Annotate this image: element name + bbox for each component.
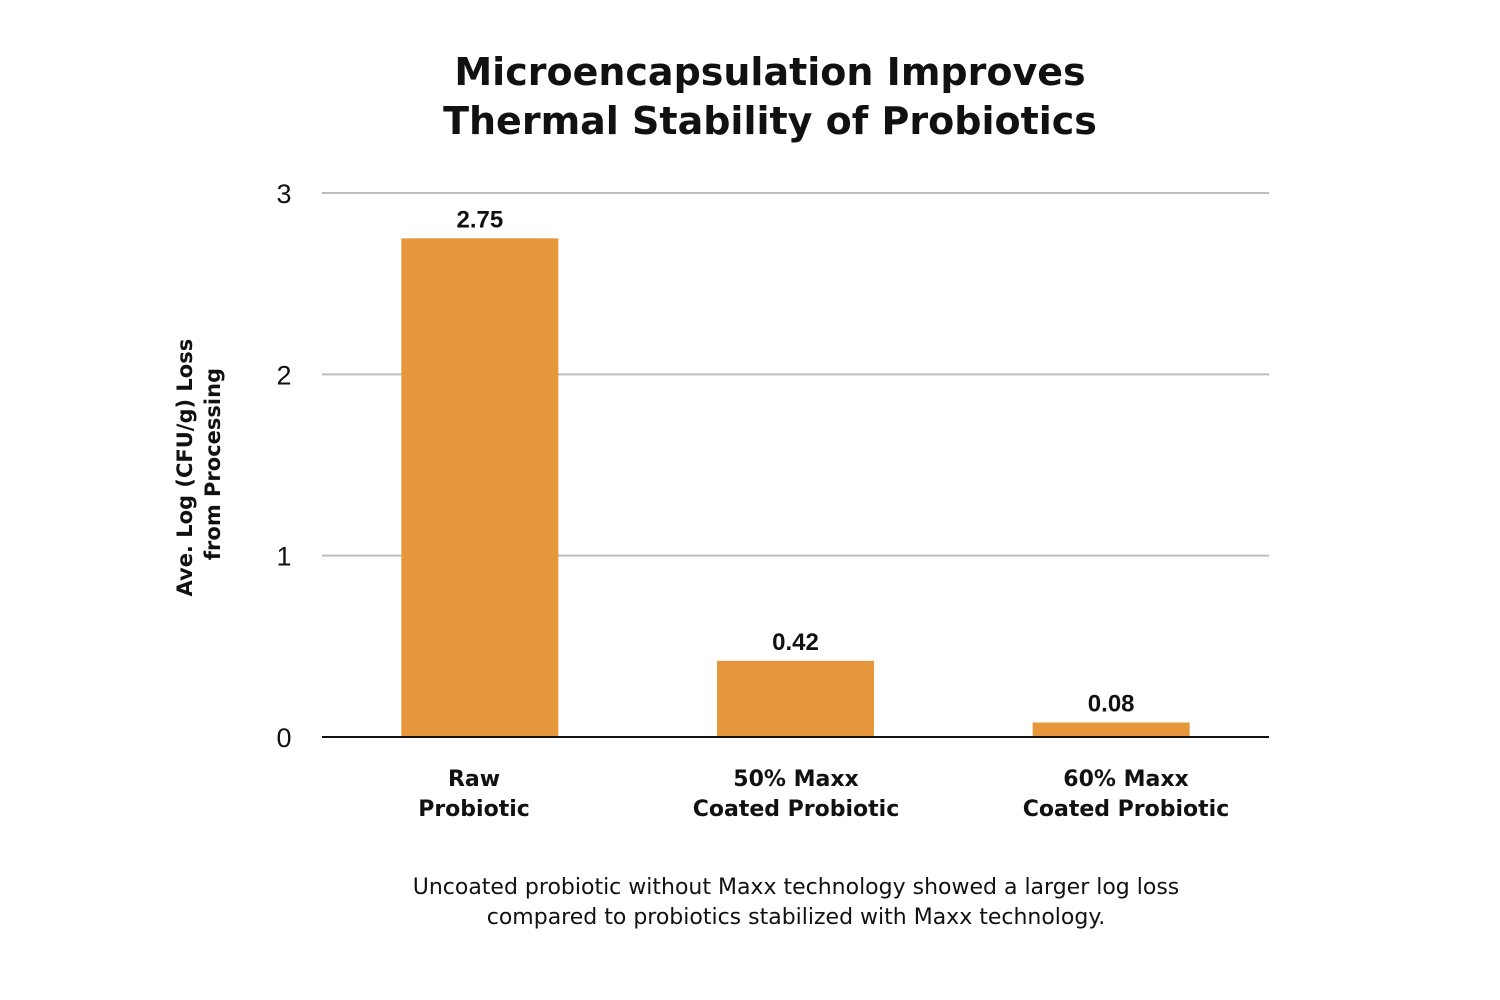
bar-3 xyxy=(1032,722,1190,737)
caption-line-1: Uncoated probiotic without Maxx technolo… xyxy=(412,875,1180,900)
chart-title-line-2: Thermal Stability of Probiotics xyxy=(443,99,1097,143)
category-label-3-line-1: 60% Maxx xyxy=(1063,767,1188,792)
category-label-3-line-2: Coated Probiotic xyxy=(1023,797,1230,822)
chart-title-line-1: Microencapsulation Improves xyxy=(454,50,1086,94)
y-tick-label-3: 3 xyxy=(276,179,291,209)
category-label-2: 50% Maxx Coated Probiotic xyxy=(693,767,900,822)
y-axis-label-line-1: Ave. Log (CFU/g) Loss xyxy=(173,339,197,597)
y-axis-ticks: 0 1 2 3 xyxy=(276,179,291,753)
data-labels: 2.75 0.42 0.08 xyxy=(456,206,1134,717)
data-label-3: 0.08 xyxy=(1088,690,1135,717)
category-label-2-line-1: 50% Maxx xyxy=(733,767,858,792)
category-label-2-line-2: Coated Probiotic xyxy=(693,797,900,822)
y-tick-label-0: 0 xyxy=(276,723,291,753)
chart-title: Microencapsulation Improves Thermal Stab… xyxy=(0,48,1500,146)
caption-line-2: compared to probiotics stabilized with M… xyxy=(486,905,1106,930)
bar-2 xyxy=(717,660,874,737)
y-tick-label-1: 1 xyxy=(276,542,291,572)
y-axis-label: Ave. Log (CFU/g) Loss from Processing xyxy=(173,331,225,596)
chart-caption: Uncoated probiotic without Maxx technolo… xyxy=(296,873,1296,933)
y-tick-label-2: 2 xyxy=(276,360,291,390)
bars xyxy=(401,238,1190,738)
data-label-1: 2.75 xyxy=(456,206,503,233)
category-label-1-line-1: Raw xyxy=(448,767,500,792)
category-label-1-line-2: Probiotic xyxy=(418,797,530,822)
data-label-2: 0.42 xyxy=(772,629,819,656)
category-label-1: Raw Probiotic xyxy=(418,767,530,822)
y-axis-label-line-2: from Processing xyxy=(201,368,225,560)
bar-1 xyxy=(401,238,559,738)
category-label-3: 60% Maxx Coated Probiotic xyxy=(1023,767,1230,822)
